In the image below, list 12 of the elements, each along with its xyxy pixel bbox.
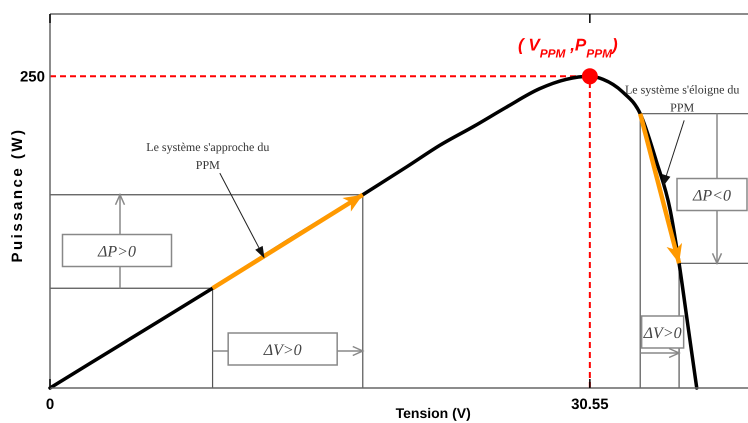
annotation: ΔV>0 <box>262 342 302 359</box>
text: 250 <box>20 68 45 86</box>
annotation: ( V$_{PPM}$ ,P$_{PPM}$) <box>518 35 618 60</box>
annotation: Le système s'approche du PPM <box>146 140 270 172</box>
x-axis-title: Tension (V) <box>396 405 471 421</box>
annotation: Le système s'éloigne du PPM <box>624 82 740 114</box>
annotation: ΔV>0 <box>642 325 682 342</box>
x-tick-label: 30.55 <box>571 396 609 413</box>
x-tick-label: 0 <box>46 396 54 413</box>
y-axis-title: Puissance (W) <box>9 127 26 263</box>
annotation: ΔP<0 <box>692 188 731 205</box>
annotation: ΔP>0 <box>97 244 136 261</box>
